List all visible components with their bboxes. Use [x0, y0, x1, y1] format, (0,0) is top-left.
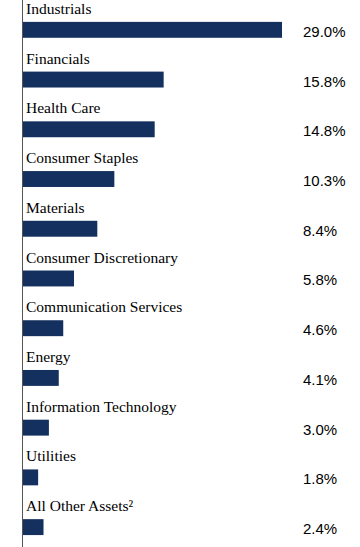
- bars: [22, 22, 282, 535]
- category-label: Materials: [26, 199, 85, 216]
- bar: [22, 519, 44, 535]
- data-label: 4.6%: [303, 321, 337, 338]
- category-label: Information Technology: [26, 398, 177, 415]
- bar: [22, 72, 164, 88]
- tick: Information Technology: [26, 398, 177, 415]
- tick: Industrials: [26, 0, 91, 17]
- category-label: Energy: [26, 348, 71, 365]
- data-label: 29.0%: [303, 23, 346, 40]
- bar: [22, 320, 63, 336]
- category-label: Consumer Discretionary: [26, 249, 178, 266]
- data-label: 3.0%: [303, 421, 337, 438]
- bar: [22, 370, 59, 386]
- data-label: 14.8%: [303, 122, 346, 139]
- tick: Materials: [26, 199, 85, 216]
- data-label: 15.8%: [303, 73, 346, 90]
- chart: Industrials Financials Health Care Consumer…: [0, 0, 360, 547]
- data-label: 10.3%: [303, 172, 346, 189]
- category-label: Financials: [26, 50, 90, 67]
- category-label: Industrials: [26, 0, 91, 17]
- tick: Health Care: [26, 99, 101, 116]
- bar: [22, 221, 97, 237]
- bar: [22, 171, 114, 187]
- data-label: 4.1%: [303, 371, 337, 388]
- category-label: All Other Assets²: [26, 497, 133, 514]
- bar: [22, 22, 282, 38]
- bar: [22, 121, 155, 137]
- tick: Communication Services: [26, 298, 182, 315]
- tick: Financials: [26, 50, 90, 67]
- bar: [22, 420, 49, 436]
- tick: Energy: [26, 348, 71, 365]
- data-labels: 29.0% 15.8% 14.8% 10.3% 8.4% 5.8% 4.6% 4.1% 3.0%…: [303, 23, 346, 537]
- data-label: 2.4%: [303, 520, 337, 537]
- tick: Consumer Discretionary: [26, 249, 178, 266]
- data-label: 5.8%: [303, 271, 337, 288]
- data-label: 1.8%: [303, 470, 337, 487]
- data-label: 8.4%: [303, 222, 337, 239]
- category-label: Consumer Staples: [26, 149, 138, 166]
- category-label: Utilities: [26, 447, 76, 464]
- tick: All Other Assets²: [26, 497, 133, 514]
- tick: Consumer Staples: [26, 149, 138, 166]
- bar: [22, 271, 74, 287]
- category-axis: Industrials Financials Health Care Consumer…: [26, 0, 182, 514]
- baseline: [22, 0, 23, 547]
- category-label: Communication Services: [26, 298, 182, 315]
- bar: [22, 469, 38, 485]
- category-label: Health Care: [26, 99, 101, 116]
- tick: Utilities: [26, 447, 76, 464]
